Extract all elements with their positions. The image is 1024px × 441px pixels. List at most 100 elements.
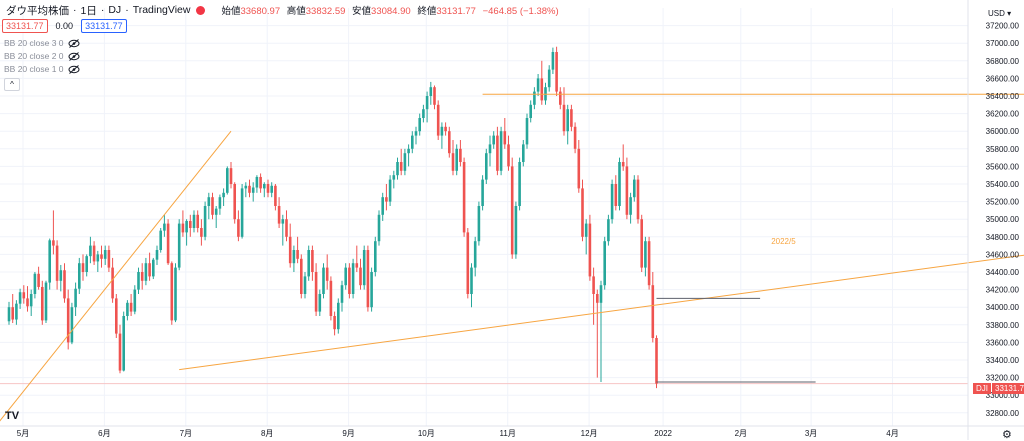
indicator-row[interactable]: BB 20 close 1 0 <box>4 64 80 74</box>
separator: · <box>100 4 105 16</box>
eye-crossed-icon[interactable] <box>68 51 80 61</box>
candle-body <box>455 148 458 171</box>
candle-body <box>577 148 581 189</box>
x-tick-label: 7月 <box>180 429 192 438</box>
y-tick-label: 33800.00 <box>986 321 1020 330</box>
candle-body <box>651 285 655 338</box>
candle-body <box>203 206 207 237</box>
candle-body <box>344 267 347 286</box>
candle-body <box>196 214 199 228</box>
candle-body <box>625 166 629 215</box>
sell-button[interactable]: 33131.77 <box>2 19 48 33</box>
candle-body <box>277 206 281 224</box>
candle-body <box>148 263 151 277</box>
candle-body <box>414 131 418 136</box>
low-value: 33084.90 <box>371 6 411 17</box>
indicator-row[interactable]: BB 20 close 2 0 <box>4 51 80 61</box>
candle-body <box>329 280 333 316</box>
candle-body <box>274 185 277 206</box>
exchange-label: DJ <box>108 4 122 16</box>
eye-crossed-icon[interactable] <box>68 38 80 48</box>
x-tick-label: 10月 <box>418 429 435 438</box>
candle-body <box>592 276 595 294</box>
candle-body <box>89 245 92 257</box>
candle-body <box>211 197 214 215</box>
y-tick-label: 37000.00 <box>986 39 1020 48</box>
candle-body <box>240 188 244 237</box>
y-tick-label: 33200.00 <box>986 374 1020 383</box>
high-value: 33832.59 <box>305 6 346 17</box>
last-price-symbol: DJI <box>973 383 991 394</box>
candle-body <box>100 254 103 259</box>
candle-body <box>103 250 107 259</box>
gear-icon[interactable]: ⚙ <box>1002 429 1012 441</box>
candle-body <box>525 118 529 145</box>
candle-body <box>111 267 114 299</box>
symbol-title[interactable]: ダウ平均株価 <box>6 4 69 17</box>
buy-button[interactable]: 33131.77 <box>81 19 127 33</box>
candle-body <box>300 258 303 294</box>
candle-body <box>92 245 96 262</box>
candle-body <box>174 267 177 321</box>
interval-label[interactable]: 1日 <box>80 4 97 17</box>
chart-grid <box>0 8 968 426</box>
low-label: 安値 <box>352 6 372 17</box>
trendline <box>0 130 232 422</box>
candle-body <box>81 263 85 272</box>
open-label: 始値 <box>221 6 241 17</box>
candle-body <box>266 184 270 193</box>
eye-crossed-icon[interactable] <box>68 64 80 74</box>
candle-body <box>470 267 473 294</box>
price-axis: 37200.00 37000.00 36800.00 36600.00 36400.00… <box>967 0 1020 440</box>
y-tick-label: 33000.00 <box>986 391 1020 400</box>
candle-body <box>355 263 359 268</box>
candle-body <box>63 270 66 299</box>
candle-body <box>403 153 407 171</box>
y-tick-label: 34800.00 <box>986 233 1020 242</box>
candle-body <box>70 307 74 343</box>
candlestick-series <box>7 46 658 389</box>
candle-body <box>66 298 70 343</box>
candle-body <box>377 214 381 242</box>
y-tick-label: 34600.00 <box>986 250 1020 259</box>
candle-body <box>351 263 355 294</box>
candle-body <box>44 282 48 321</box>
candle-body <box>503 131 507 145</box>
candle-body <box>411 135 414 149</box>
collapse-legend-button[interactable]: ^ <box>4 78 20 91</box>
spread-label: 0.00 <box>55 21 74 31</box>
candle-body <box>440 126 444 136</box>
candle-body <box>263 184 266 189</box>
candle-body <box>152 259 155 277</box>
candle-body <box>636 179 640 220</box>
candle-body <box>129 302 133 312</box>
indicator-row[interactable]: BB 20 close 3 0 <box>4 38 80 48</box>
x-tick-label: 5月 <box>17 429 29 438</box>
candle-body <box>507 144 510 167</box>
candle-body <box>570 109 573 127</box>
y-tick-label: 34000.00 <box>986 303 1020 312</box>
candle-body <box>270 185 273 193</box>
candle-body <box>603 241 606 286</box>
x-tick-label: 11月 <box>500 429 516 438</box>
candle-body <box>22 292 26 299</box>
indicator-label: BB 20 close 1 0 <box>4 64 64 74</box>
candle-body <box>218 197 222 209</box>
candle-body <box>48 240 51 283</box>
candle-body <box>122 316 125 371</box>
tradingview-logo-icon[interactable]: TV <box>5 410 20 422</box>
candle-body <box>381 197 384 215</box>
candle-body <box>18 292 22 304</box>
candle-body <box>444 126 447 132</box>
currency-selector[interactable]: USD ▾ <box>988 9 1012 18</box>
change-value: −464.85 (−1.38%) <box>482 6 559 17</box>
x-tick-label: 8月 <box>261 429 273 438</box>
candle-body <box>633 179 636 198</box>
candle-body <box>392 175 396 180</box>
separator: · <box>73 4 77 16</box>
candle-body <box>573 126 577 149</box>
y-tick-label: 36400.00 <box>986 92 1020 101</box>
candle-body <box>562 104 566 132</box>
candle-body <box>200 228 203 237</box>
